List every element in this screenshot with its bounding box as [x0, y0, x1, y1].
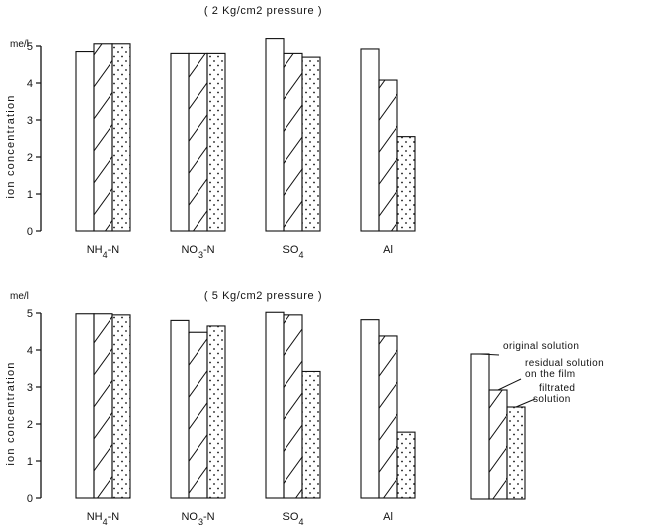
legend-leader-line	[515, 398, 536, 408]
bar-hatched-4	[378, 79, 398, 232]
bar-blank-4	[360, 48, 380, 232]
bar-hatched-2	[188, 52, 208, 232]
bar-blank-2	[170, 319, 190, 499]
legend-swatch-dotted	[506, 406, 526, 500]
bar-blank-1	[75, 50, 95, 232]
y-tick-label: 4	[27, 78, 33, 90]
y-tick-label: 0	[27, 226, 33, 238]
bar-dotted-3	[301, 370, 321, 499]
y-tick-label: 1	[27, 456, 33, 468]
x-category-label: Al	[383, 511, 393, 523]
bar-hatched-2	[188, 331, 208, 499]
bar-dotted-4	[396, 431, 416, 499]
y-tick-label: 4	[27, 345, 33, 357]
bar-blank-1	[75, 313, 95, 499]
y-axis-label: ion concentration	[5, 361, 17, 465]
bar-blank-4	[360, 319, 380, 499]
y-tick-label: 0	[27, 493, 33, 505]
x-category-label: SO4	[283, 244, 304, 260]
y-tick-label: 5	[27, 41, 33, 53]
chart-title: ( 2 Kg/cm2 pressure )	[204, 5, 322, 17]
legend-swatch-hatched	[488, 389, 508, 500]
x-category-label: NH4-N	[87, 511, 120, 527]
y-tick-label: 3	[27, 115, 33, 127]
bar-hatched-4	[378, 335, 398, 499]
y-tick-label: 2	[27, 419, 33, 431]
chart-title: ( 5 Kg/cm2 pressure )	[204, 290, 322, 302]
legend-label: filtrated solution	[533, 383, 575, 405]
bar-hatched-1	[93, 313, 113, 499]
legend: original solution residual solution on the…	[470, 341, 604, 500]
chart-panel-1: ( 2 Kg/cm2 pressure ) me/l ion concentrati…	[5, 5, 416, 260]
bar-dotted-1	[111, 314, 131, 499]
x-category-label: Al	[383, 244, 393, 256]
legend-leader-line	[479, 353, 500, 356]
x-category-label: SO4	[283, 511, 304, 527]
bar-hatched-3	[283, 52, 303, 232]
chart-panel-2: ( 5 Kg/cm2 pressure ) me/l ion concentrati…	[5, 290, 416, 527]
x-category-label: NH4-N	[87, 244, 120, 260]
bar-blank-2	[170, 52, 190, 232]
bar-blank-3	[265, 311, 285, 499]
y-unit-label: me/l	[10, 39, 29, 50]
bar-dotted-4	[396, 136, 416, 232]
bar-dotted-3	[301, 56, 321, 232]
legend-label: residual solution on the film	[525, 358, 604, 380]
legend-swatch-blank	[470, 353, 490, 500]
bar-hatched-3	[283, 314, 303, 499]
bar-dotted-1	[111, 43, 131, 232]
y-tick-label: 2	[27, 152, 33, 164]
y-axis-label: ion concentration	[5, 94, 17, 198]
bar-dotted-2	[206, 325, 226, 499]
y-unit-label: me/l	[10, 291, 29, 302]
bar-blank-3	[265, 38, 285, 232]
y-tick-label: 3	[27, 382, 33, 394]
x-category-label: NO3-N	[181, 244, 214, 260]
bar-hatched-1	[93, 43, 113, 232]
y-tick-label: 5	[27, 308, 33, 320]
bar-dotted-2	[206, 52, 226, 232]
legend-label: original solution	[503, 341, 579, 352]
y-tick-label: 1	[27, 189, 33, 201]
legend-leader-line	[497, 378, 522, 391]
x-category-label: NO3-N	[181, 511, 214, 527]
